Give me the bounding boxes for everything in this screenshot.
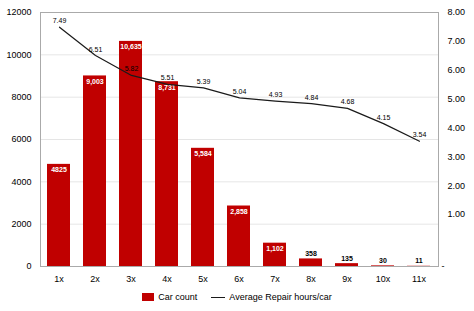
svg-text:8.00: 8.00 [448,7,466,17]
svg-text:0: 0 [26,261,31,271]
svg-text:9,003: 9,003 [86,78,104,86]
svg-text:5.39: 5.39 [197,78,211,85]
svg-text:1x: 1x [54,274,64,284]
svg-text:6.00: 6.00 [448,65,466,75]
svg-text:10x: 10x [376,274,391,284]
svg-text:5,584: 5,584 [194,150,212,158]
svg-text:4.84: 4.84 [305,94,319,101]
svg-text:9x: 9x [342,274,352,284]
svg-text:135: 135 [341,255,353,262]
svg-text:11x: 11x [412,274,426,284]
svg-text:4.68: 4.68 [341,98,355,105]
svg-text:12000: 12000 [6,7,31,17]
svg-text:6.51: 6.51 [89,46,103,53]
html-text:Average Repair hours/car: Average Repair hours/car [229,292,332,302]
svg-text:10,635: 10,635 [120,43,142,51]
svg-text:5.82: 5.82 [125,65,139,72]
svg-text:7x: 7x [270,274,280,284]
svg-text:4.15: 4.15 [377,114,391,121]
svg-text:4000: 4000 [11,177,31,187]
svg-text:3x: 3x [126,274,136,284]
svg-text:1,102: 1,102 [266,245,284,253]
svg-text:5x: 5x [198,274,208,284]
svg-text:5.51: 5.51 [161,74,175,81]
svg-text:6000: 6000 [11,134,31,144]
svg-text:4x: 4x [162,274,172,284]
html-text:Car count: Car count [158,292,198,302]
svg-text:3.54: 3.54 [413,131,427,138]
svg-text:8,731: 8,731 [158,83,176,91]
svg-text:30: 30 [379,257,387,264]
svg-text:2000: 2000 [11,219,31,229]
svg-text:7.49: 7.49 [53,17,67,24]
svg-text:11: 11 [415,257,423,264]
svg-text:10000: 10000 [6,50,31,60]
svg-text:8x: 8x [306,274,316,284]
svg-text:3.00: 3.00 [448,152,466,162]
svg-text:4825: 4825 [51,166,67,173]
svg-text:4.93: 4.93 [269,91,283,98]
svg-text:7.00: 7.00 [448,36,466,46]
svg-text:6x: 6x [234,274,244,284]
svg-text:358: 358 [305,250,317,257]
svg-text:8000: 8000 [11,92,31,102]
svg-text:2,858: 2,858 [230,208,248,216]
svg-text:5.04: 5.04 [233,88,247,95]
svg-text:4.00: 4.00 [448,123,466,133]
svg-text:1.00: 1.00 [448,209,466,219]
svg-text:5.00: 5.00 [448,94,466,104]
svg-text:2x: 2x [90,274,100,284]
svg-text:2.00: 2.00 [448,181,466,191]
svg-text:-: - [442,261,445,271]
